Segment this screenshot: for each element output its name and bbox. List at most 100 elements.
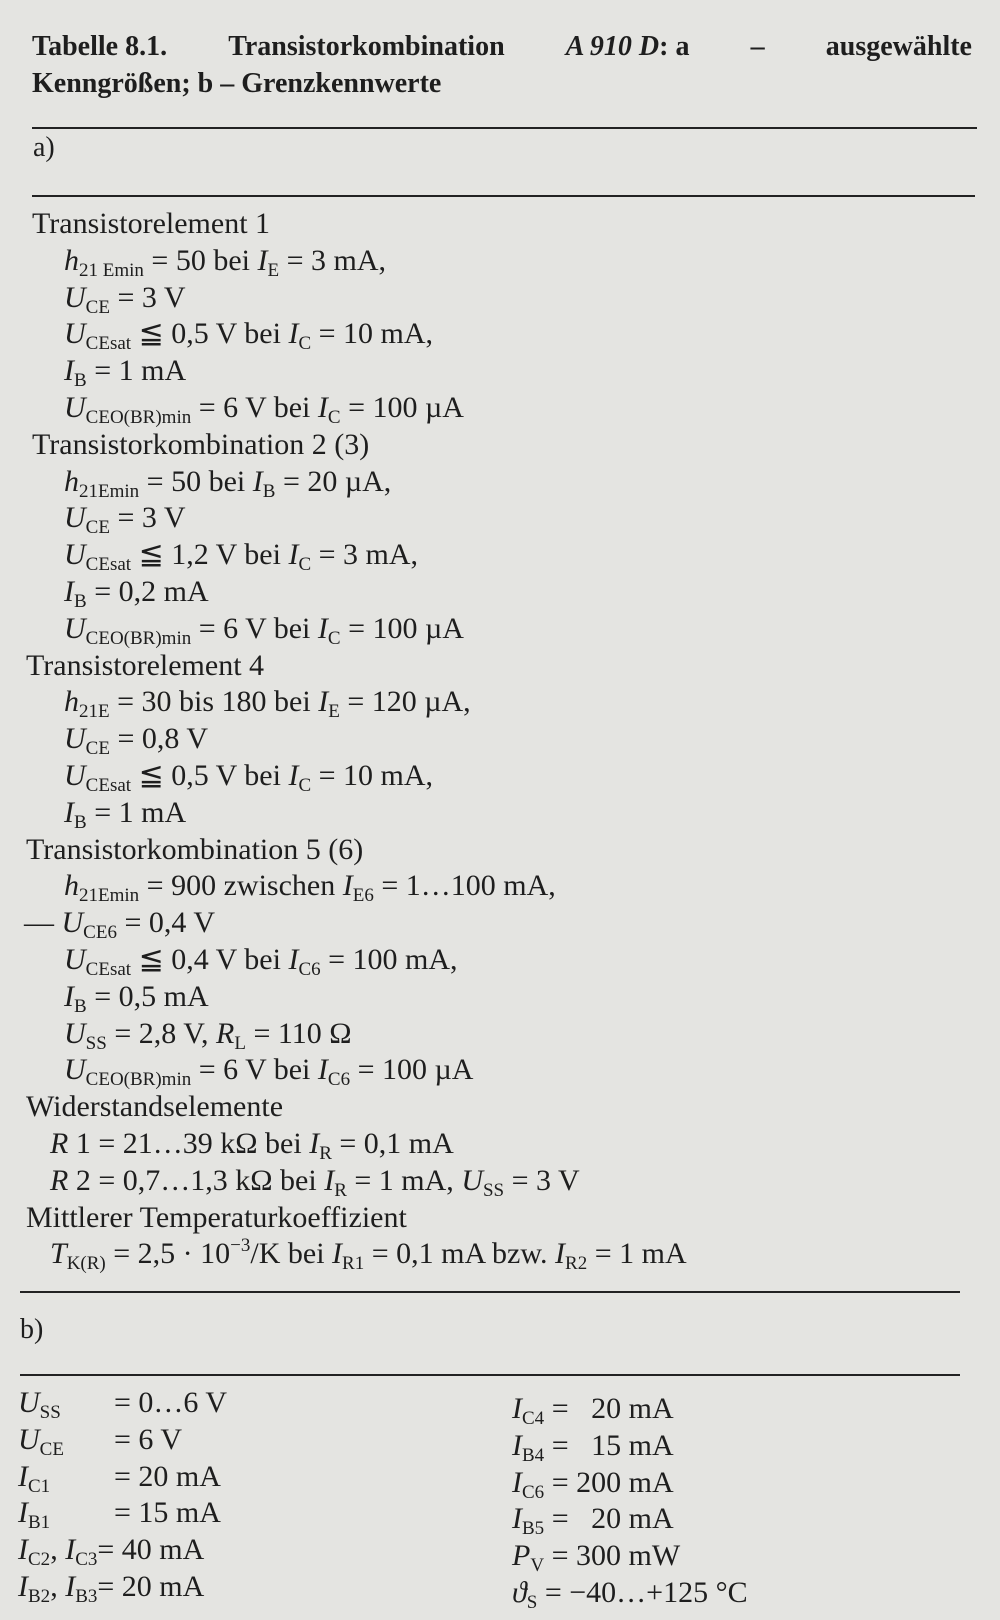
parameter-line: h21 Emin = 50 bei IE = 3 mA,: [64, 243, 386, 281]
group-heading: Transistorelement 4: [26, 648, 264, 684]
subscript: C3: [75, 1549, 98, 1571]
symbol: U: [64, 501, 86, 535]
limit-value: = 20 mA: [97, 1570, 205, 1603]
symbol: I: [324, 1163, 335, 1197]
symbol: I: [18, 1496, 28, 1530]
text: ,: [50, 1570, 66, 1603]
symbol: I: [512, 1392, 522, 1425]
symbol: I: [64, 575, 74, 608]
limit-value-row: IB5 = 20 mA: [512, 1501, 674, 1538]
subscript: R2: [565, 1253, 588, 1275]
symbol: U: [64, 280, 86, 314]
subscript: C: [298, 775, 312, 796]
parameter-line: UCE = 3 V: [64, 280, 186, 318]
text: = 1 mA,: [346, 1163, 462, 1197]
parameter-line: UCEO(BR)min = 6 V bei IC = 100 µA: [64, 611, 464, 649]
limit-value: = 0…6 V: [114, 1386, 228, 1419]
subscript: V: [530, 1555, 545, 1577]
text: = 3 V: [109, 280, 186, 314]
text: 2 = 0,7…1,3 kΩ bei: [68, 1163, 325, 1197]
parameter-line: R 2 = 0,7…1,3 kΩ bei IR = 1 mA, USS = 3 …: [50, 1163, 580, 1201]
limit-value-row: IC2, IC3= 40 mA: [18, 1532, 204, 1571]
symbol: I: [317, 391, 328, 424]
limit-symbol: IC6: [512, 1465, 545, 1503]
subscript: C6: [522, 1481, 545, 1503]
group-heading: Transistorkombination 2 (3): [32, 427, 369, 463]
limit-value-row: IC6 = 200 mA: [512, 1465, 674, 1503]
parameter-line: TK(R) = 2,5 · 10−3/K bei IR1 = 0,1 mA bz…: [50, 1236, 687, 1275]
symbol: h: [64, 685, 79, 719]
text: = 110 Ω: [245, 1016, 352, 1050]
parameter-line: IB = 0,2 mA: [64, 574, 209, 612]
limit-value: = 15 mA: [114, 1496, 221, 1530]
text: Transistorkombination 2 (3): [32, 427, 370, 461]
group-heading: Widerstandselemente: [26, 1089, 283, 1125]
limit-symbol: IC2, IC3: [18, 1532, 98, 1571]
text: = 50 bei: [139, 464, 253, 498]
subscript: CE: [85, 517, 110, 539]
subscript: C2: [28, 1549, 51, 1571]
subscript: CE: [85, 296, 110, 318]
limit-value: = 20 mA: [114, 1459, 221, 1493]
symbol: U: [64, 722, 86, 756]
subscript: K(R): [66, 1253, 106, 1275]
symbol: I: [64, 979, 74, 1013]
limit-symbol: UCE: [18, 1422, 114, 1459]
symbol: h: [64, 464, 79, 498]
limit-value: = 200 mA: [544, 1465, 674, 1499]
subscript: B1: [28, 1512, 51, 1534]
subscript: S: [526, 1592, 538, 1613]
symbol: ϑ: [512, 1576, 527, 1609]
limit-value: = −40…+125 °C: [537, 1576, 748, 1609]
symbol: T: [50, 1237, 67, 1271]
symbol: R: [50, 1163, 69, 1197]
parameter-line: UCE = 3 V: [64, 500, 186, 539]
text: = 50 bei: [143, 243, 258, 277]
limit-symbol: IB4: [512, 1428, 544, 1465]
text: = 1 mA: [86, 795, 187, 829]
parameter-line: IB = 1 mA: [64, 795, 187, 833]
limit-value-row: IB4 = 15 mA: [512, 1428, 674, 1465]
text: = 30 bis 180 bei: [109, 685, 319, 719]
text: = 6 V bei: [191, 1053, 318, 1087]
limit-value: = 6 V: [114, 1422, 183, 1456]
divider: [32, 195, 975, 197]
limit-symbol: ϑS: [512, 1575, 538, 1613]
symbol: I: [252, 464, 263, 498]
symbol: I: [318, 685, 329, 719]
symbol: I: [512, 1428, 522, 1462]
text: = 2,5 · 10: [105, 1237, 231, 1271]
subscript: CE: [85, 738, 110, 760]
subscript: B2: [28, 1586, 51, 1607]
subscript: SS: [482, 1179, 505, 1201]
subscript: B: [74, 370, 87, 392]
subscript: C: [327, 627, 341, 649]
subscript: C6: [327, 1069, 351, 1091]
symbol: U: [18, 1386, 40, 1419]
subscript: B: [74, 811, 87, 833]
limit-value-row: IB2, IB3= 20 mA: [18, 1569, 205, 1607]
subscript: CEO(BR)min: [85, 407, 192, 428]
text: Mittlerer Temperaturkoeffizient: [26, 1200, 407, 1234]
text: = 0,5 mA: [86, 979, 209, 1013]
symbol: I: [18, 1533, 28, 1567]
symbol: U: [18, 1422, 40, 1456]
limit-symbol: IB2, IB3: [18, 1569, 98, 1607]
subscript: B: [74, 591, 87, 612]
symbol: I: [512, 1502, 522, 1536]
subscript: B3: [75, 1586, 98, 1607]
parameter-line: UCEO(BR)min = 6 V bei IC = 100 µA: [64, 390, 464, 428]
symbol: h: [64, 243, 79, 277]
parameter-line: UCEsat ≦ 0,4 V bei IC6 = 100 mA,: [64, 942, 458, 979]
limit-symbol: USS: [18, 1385, 114, 1422]
subscript: R1: [342, 1253, 365, 1275]
subscript: E: [267, 259, 280, 281]
limit-symbol: PV: [512, 1538, 545, 1577]
symbol: I: [257, 243, 268, 277]
text: = 100 µA: [340, 611, 464, 645]
section-a-label: a): [33, 132, 55, 163]
text: = 0,2 mA: [86, 575, 209, 608]
parameter-line: h21E = 30 bis 180 bei IE = 120 µA,: [64, 684, 471, 721]
symbol: I: [64, 354, 74, 388]
symbol: U: [64, 1016, 86, 1050]
